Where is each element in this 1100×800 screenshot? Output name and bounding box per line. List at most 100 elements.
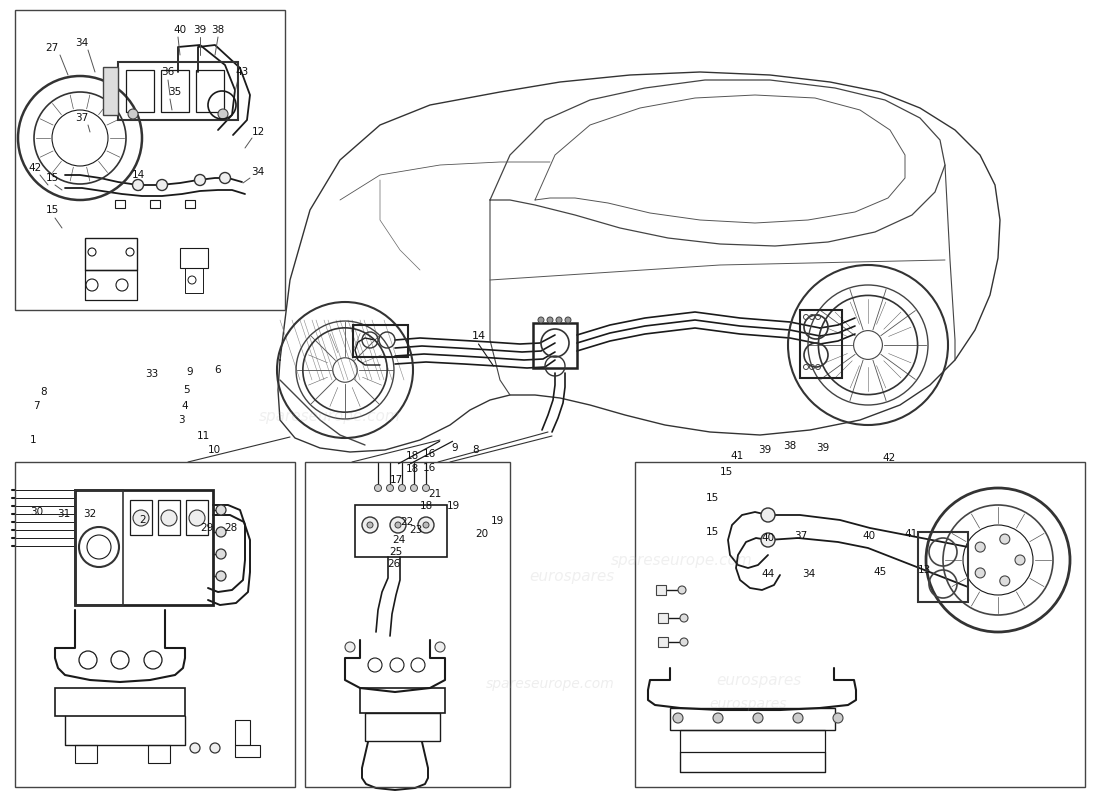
Bar: [85, 238, 138, 270]
Bar: [126, 70, 154, 112]
Text: 15: 15: [706, 493, 719, 502]
Circle shape: [761, 508, 776, 522]
Bar: [680, 730, 825, 752]
Text: 18: 18: [406, 464, 419, 474]
Bar: [185, 200, 195, 208]
Bar: [158, 500, 180, 535]
Text: 18: 18: [420, 501, 433, 510]
Text: 29: 29: [200, 523, 213, 533]
Text: 13: 13: [917, 565, 931, 574]
Circle shape: [424, 522, 429, 528]
Circle shape: [220, 173, 231, 183]
Bar: [55, 688, 185, 716]
Circle shape: [133, 510, 148, 526]
Circle shape: [565, 317, 571, 323]
Circle shape: [976, 542, 986, 552]
Text: 26: 26: [387, 559, 400, 569]
Circle shape: [128, 109, 138, 119]
Text: 16: 16: [422, 450, 436, 459]
Circle shape: [418, 517, 434, 533]
Text: 33: 33: [145, 370, 158, 379]
Circle shape: [680, 638, 688, 646]
Text: 41: 41: [904, 530, 917, 539]
Text: 19: 19: [491, 516, 504, 526]
Bar: [161, 70, 189, 112]
Circle shape: [434, 642, 446, 652]
Text: 45: 45: [873, 567, 887, 577]
Text: 9: 9: [451, 443, 458, 453]
Text: 8: 8: [41, 387, 47, 397]
Text: 40: 40: [174, 25, 187, 35]
Circle shape: [374, 485, 382, 491]
Bar: [353, 325, 408, 357]
Circle shape: [793, 713, 803, 723]
Text: spareseurope.com: spareseurope.com: [485, 677, 615, 691]
Circle shape: [362, 517, 378, 533]
Circle shape: [547, 317, 553, 323]
Text: 35: 35: [168, 87, 182, 97]
Text: 39: 39: [758, 445, 771, 454]
Text: 23: 23: [409, 525, 422, 534]
Bar: [118, 62, 238, 120]
Bar: [365, 713, 440, 741]
Circle shape: [833, 713, 843, 723]
Bar: [635, 462, 1085, 787]
Circle shape: [754, 713, 763, 723]
Text: 10: 10: [208, 445, 221, 454]
Text: 16: 16: [422, 463, 436, 473]
Bar: [360, 688, 446, 713]
Text: 9: 9: [186, 367, 192, 377]
Bar: [148, 745, 170, 763]
Text: 15: 15: [706, 527, 719, 537]
Text: spareseurope.com: spareseurope.com: [612, 553, 752, 567]
Text: 19: 19: [447, 501, 460, 510]
Circle shape: [761, 533, 776, 547]
Circle shape: [132, 179, 143, 190]
Circle shape: [210, 743, 220, 753]
Bar: [658, 613, 668, 623]
Text: 2: 2: [140, 515, 146, 525]
Bar: [355, 505, 447, 557]
Bar: [75, 490, 213, 605]
Bar: [918, 532, 968, 602]
Circle shape: [190, 743, 200, 753]
Circle shape: [156, 179, 167, 190]
Text: eurospares: eurospares: [716, 673, 802, 687]
Text: 37: 37: [76, 113, 89, 123]
Circle shape: [556, 317, 562, 323]
Text: 22: 22: [400, 517, 414, 526]
Circle shape: [395, 522, 402, 528]
Circle shape: [538, 317, 544, 323]
Circle shape: [976, 568, 986, 578]
Text: eurospares: eurospares: [529, 569, 615, 583]
Text: 12: 12: [252, 127, 265, 137]
Circle shape: [216, 571, 225, 581]
Circle shape: [713, 713, 723, 723]
Circle shape: [386, 485, 394, 491]
Text: 28: 28: [224, 523, 238, 533]
Text: 34: 34: [802, 570, 815, 579]
Circle shape: [680, 614, 688, 622]
Text: 31: 31: [57, 509, 70, 518]
Text: 30: 30: [30, 507, 43, 517]
Text: 39: 39: [816, 443, 829, 453]
Bar: [186, 500, 208, 535]
Text: 8: 8: [472, 445, 478, 454]
Circle shape: [195, 174, 206, 186]
Text: 40: 40: [862, 531, 876, 541]
Text: 3: 3: [178, 415, 185, 425]
Text: 14: 14: [472, 331, 485, 341]
Bar: [534, 323, 578, 368]
Text: 6: 6: [214, 365, 221, 374]
Circle shape: [216, 527, 225, 537]
Text: 24: 24: [393, 535, 406, 545]
Circle shape: [216, 549, 225, 559]
Bar: [658, 637, 668, 647]
Text: 17: 17: [389, 475, 403, 485]
Text: 32: 32: [84, 509, 97, 518]
Text: 38: 38: [211, 25, 224, 35]
Bar: [656, 585, 666, 595]
Text: 34: 34: [252, 167, 265, 177]
Text: 15: 15: [719, 467, 733, 477]
Bar: [185, 268, 204, 293]
